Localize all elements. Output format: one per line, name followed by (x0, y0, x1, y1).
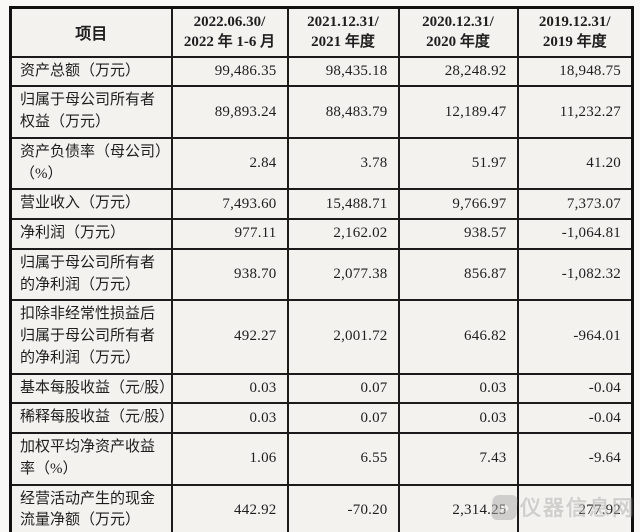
table-row: 归属于母公司所有者的净利润（万元） 938.70 2,077.38 856.87 -1,… (9, 247, 634, 302)
cell-value: 0.03 (170, 402, 289, 434)
header-item: 项目 (9, 6, 173, 58)
header-period-line2: 2020 年度 (426, 34, 490, 51)
cell-value: 938.70 (170, 247, 289, 302)
table-row: 加权平均净资产收益率（%） 1.06 6.55 7.43 -9.64 (9, 432, 634, 486)
cell-value: 1.06 (170, 432, 289, 486)
cell-value: 89,893.24 (170, 85, 289, 139)
cell-value: -9.64 (516, 432, 634, 486)
header-period-2021: 2021.12.31/ 2021 年度 (286, 6, 400, 58)
cell-value: 0.03 (397, 402, 519, 434)
cell-value: 2,314.25 (397, 483, 519, 532)
table-row: 扣除非经常性损益后归属于母公司所有者的净利润（万元） 492.27 2,001.72… (9, 299, 634, 375)
table-row: 资产负债率（母公司）（%） 2.84 3.78 51.97 41.20 (9, 136, 634, 191)
table-row: 基本每股收益（元/股） 0.03 0.07 0.03 -0.04 (9, 372, 634, 405)
cell-value: 0.07 (286, 402, 400, 434)
cell-value: 7,493.60 (170, 188, 289, 220)
row-label: 稀释每股收益（元/股） (9, 402, 174, 434)
cell-value: -964.01 (516, 299, 634, 375)
cell-value: 6.55 (286, 432, 400, 486)
header-row: 项目 2022.06.30/ 2022 年 1-6 月 2021.12.31/ … (9, 6, 634, 58)
header-period-line1: 2022.06.30/ (193, 14, 266, 30)
cell-value: 3.78 (286, 136, 400, 191)
cell-value: 99,486.35 (170, 55, 289, 88)
cell-value: 938.57 (397, 218, 519, 250)
cell-value: 41.20 (516, 136, 634, 191)
cell-value: 12,189.47 (397, 85, 519, 139)
cell-value: 7,373.07 (516, 188, 634, 220)
header-period-line1: 2020.12.31/ (422, 14, 494, 30)
header-period-line1: 2021.12.31/ (307, 14, 379, 30)
cell-value: 646.82 (397, 299, 519, 375)
table-row: 经营活动产生的现金流量净额（万元） 442.92 -70.20 2,314.25 277… (9, 483, 634, 532)
cell-value: 2,162.02 (286, 218, 400, 250)
cell-value: 856.87 (397, 247, 519, 302)
cell-value: 2,077.38 (286, 247, 400, 302)
row-label: 经营活动产生的现金流量净额（万元） (9, 483, 173, 532)
table-row: 资产总额（万元） 99,486.35 98,435.18 28,248.92 18,94… (9, 55, 634, 88)
row-label: 资产总额（万元） (9, 55, 173, 88)
table-row: 营业收入（万元） 7,493.60 15,488.71 9,766.97 7,373.0… (9, 188, 634, 220)
cell-value: -0.04 (516, 402, 634, 434)
cell-value: 0.07 (286, 372, 400, 405)
cell-value: 2,001.72 (286, 299, 400, 375)
cell-value: -1,064.81 (516, 218, 634, 250)
cell-value: -1,082.32 (516, 247, 634, 302)
cell-value: 51.97 (397, 136, 519, 191)
cell-value: 18,948.75 (516, 55, 634, 88)
header-period-2022: 2022.06.30/ 2022 年 1-6 月 (170, 6, 289, 58)
cell-value: 492.27 (170, 299, 289, 375)
row-label: 归属于母公司所有者权益（万元） (9, 85, 173, 139)
row-label: 基本每股收益（元/股） (9, 372, 174, 405)
row-label: 归属于母公司所有者的净利润（万元） (9, 247, 173, 302)
table-body: 资产总额（万元） 99,486.35 98,435.18 28,248.92 18,94… (9, 55, 634, 532)
cell-value: -70.20 (286, 483, 400, 532)
cell-value: 88,483.79 (286, 85, 400, 139)
table-row: 稀释每股收益（元/股） 0.03 0.07 0.03 -0.04 (9, 402, 634, 434)
cell-value: 7.43 (397, 432, 519, 486)
cell-value: 277.92 (516, 483, 634, 532)
cell-value: 442.92 (170, 483, 289, 532)
header-period-line2: 2022 年 1-6 月 (183, 34, 276, 51)
cell-value: 0.03 (170, 372, 289, 405)
cell-value: 28,248.92 (397, 55, 519, 88)
header-period-line2: 2019 年度 (542, 34, 607, 51)
table-row: 净利润（万元） 977.11 2,162.02 938.57 -1,064.81 (9, 218, 634, 250)
cell-value: 977.11 (170, 218, 289, 250)
cell-value: 15,488.71 (286, 188, 400, 220)
row-label: 加权平均净资产收益率（%） (9, 432, 173, 486)
cell-value: 0.03 (397, 372, 519, 405)
row-label: 营业收入（万元） (9, 188, 173, 220)
header-period-line1: 2019.12.31/ (538, 14, 611, 30)
header-period-line2: 2021 年度 (311, 34, 375, 51)
cell-value: -0.04 (516, 372, 634, 405)
header-period-2020: 2020.12.31/ 2020 年度 (397, 6, 519, 58)
cell-value: 9,766.97 (397, 188, 519, 220)
row-label: 扣除非经常性损益后归属于母公司所有者的净利润（万元） (9, 299, 173, 375)
cell-value: 2.84 (170, 136, 289, 191)
cell-value: 98,435.18 (286, 55, 400, 88)
financial-summary-table: 项目 2022.06.30/ 2022 年 1-6 月 2021.12.31/ … (9, 6, 634, 532)
row-label: 净利润（万元） (9, 218, 173, 250)
row-label: 资产负债率（母公司）（%） (9, 136, 173, 191)
table-row: 归属于母公司所有者权益（万元） 89,893.24 88,483.79 12,189.… (9, 85, 634, 139)
cell-value: 11,232.27 (516, 85, 634, 139)
header-period-2019: 2019.12.31/ 2019 年度 (516, 6, 634, 58)
